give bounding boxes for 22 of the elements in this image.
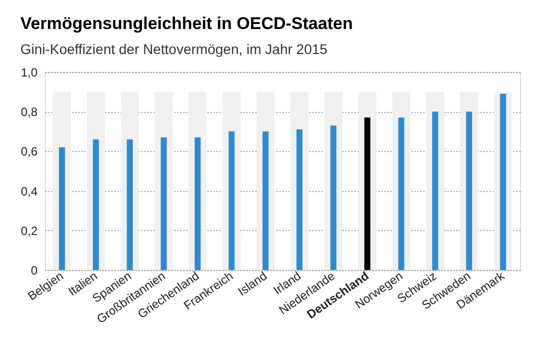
bar — [262, 131, 269, 270]
bar — [500, 94, 506, 270]
y-tick-label: 1,0 — [20, 66, 38, 80]
bar — [228, 131, 235, 270]
chart-title: Vermögensungleichheit in OECD-Staaten — [20, 14, 353, 33]
y-tick-label: 0 — [30, 264, 38, 278]
bar — [364, 118, 370, 270]
y-tick-label: 0,6 — [20, 144, 38, 159]
chart-subtitle: Gini-Koeffizient der Nettovermögen, im Jahr 2015 — [20, 41, 328, 57]
bar — [92, 139, 99, 270]
y-tick-label: 0,2 — [20, 224, 38, 238]
bar — [330, 125, 336, 270]
bar — [126, 139, 133, 270]
bar — [160, 137, 167, 270]
y-tick-label: 0,4 — [20, 184, 38, 198]
y-tick-label: 0,8 — [20, 105, 38, 120]
bar — [466, 112, 472, 270]
bar — [398, 118, 404, 270]
bar — [194, 137, 201, 270]
bar — [296, 129, 302, 270]
bar — [58, 147, 65, 270]
bar — [432, 112, 438, 270]
